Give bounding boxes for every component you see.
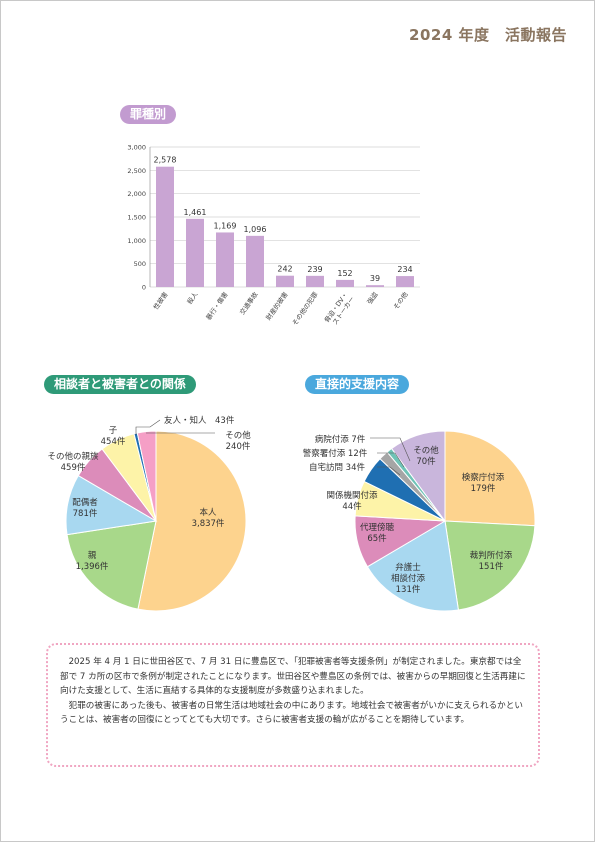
bar bbox=[216, 232, 234, 287]
note-box: 2025 年 4 月 1 日に世田谷区で、7 月 31 日に豊島区で、「犯罪被害… bbox=[46, 643, 540, 767]
x-tick-label: 財産的被害 bbox=[264, 290, 290, 322]
pie-label: 70件 bbox=[416, 456, 436, 467]
pie-label: 自宅訪問 34件 bbox=[309, 462, 366, 473]
bar-value-label: 242 bbox=[277, 265, 292, 274]
x-tick-label: 性被害 bbox=[151, 290, 170, 312]
pie-slice bbox=[137, 430, 247, 612]
pie-label: 検察庁付添 bbox=[462, 472, 505, 483]
bar-value-label: 239 bbox=[307, 265, 322, 274]
leader-line bbox=[135, 419, 161, 435]
x-tick-label: その他の犯罪 bbox=[290, 290, 320, 328]
bar-value-label: 39 bbox=[370, 274, 380, 283]
x-tick-label-group: 脅迫・DV・ストーカー bbox=[322, 290, 356, 326]
x-tick-label-group: 強盗 bbox=[365, 290, 380, 306]
y-tick-label: 2,500 bbox=[127, 167, 146, 175]
bar bbox=[396, 276, 414, 287]
bar bbox=[366, 285, 384, 287]
pie-label: その他 bbox=[225, 430, 251, 441]
pie-slice bbox=[444, 430, 536, 527]
section-title-relationship: 相談者と被害者との関係 bbox=[44, 375, 196, 394]
bar-value-label: 1,096 bbox=[244, 225, 267, 234]
pie-label: 781件 bbox=[73, 508, 98, 519]
bar bbox=[336, 279, 354, 287]
x-tick-label-group: 性被害 bbox=[151, 290, 170, 312]
pie-label: 459件 bbox=[61, 462, 86, 473]
x-tick-label-group: 財産的被害 bbox=[264, 290, 290, 322]
bar-value-label: 234 bbox=[397, 265, 412, 274]
x-tick-label-group: その他の犯罪 bbox=[290, 290, 320, 328]
leader-line bbox=[370, 437, 411, 462]
pie-label: 本人 bbox=[199, 507, 217, 518]
x-tick-label: 暴行・傷害 bbox=[204, 290, 230, 322]
x-tick-label-group: 暴行・傷害 bbox=[204, 290, 230, 322]
pie-label: 240件 bbox=[226, 441, 251, 452]
note-paragraph-1: 2025 年 4 月 1 日に世田谷区で、7 月 31 日に豊島区で、「犯罪被害… bbox=[60, 657, 526, 696]
pie-label: 179件 bbox=[471, 483, 496, 494]
pie-slice bbox=[444, 520, 536, 611]
pie-label: 関係機関付添 bbox=[326, 490, 378, 501]
bar-value-label: 1,169 bbox=[214, 221, 237, 230]
bar bbox=[276, 275, 294, 287]
pie-slice bbox=[66, 520, 157, 610]
x-tick-label: その他 bbox=[391, 290, 410, 312]
pie-label: 131件 bbox=[396, 584, 421, 595]
page-title: 2024 年度 活動報告 bbox=[409, 26, 567, 44]
bar bbox=[156, 166, 174, 287]
y-tick-label: 1,500 bbox=[127, 214, 146, 222]
x-tick-label: 殺人 bbox=[185, 290, 200, 306]
bar-value-label: 2,578 bbox=[154, 156, 177, 165]
note-paragraph-2: 犯罪の被害にあった後も、被害者の日常生活は地域社会の中にあります。地域社会で被害… bbox=[60, 700, 523, 726]
y-tick-label: 0 bbox=[142, 284, 146, 292]
pie-label: 配偶者 bbox=[72, 497, 98, 508]
bar bbox=[306, 275, 324, 287]
leader-line bbox=[377, 466, 401, 476]
x-tick-label: 強盗 bbox=[365, 290, 380, 306]
x-tick-label-group: その他 bbox=[391, 290, 410, 312]
x-tick-label-group: 殺人 bbox=[185, 290, 200, 306]
crime-type-bar-chart: 0 500 1,000 1,500 2,000 2,500 3,000 2,578 性被害 1,4… bbox=[127, 144, 420, 328]
pie-label: 相談付添 bbox=[391, 573, 426, 584]
pie-label: 親 bbox=[88, 550, 97, 561]
pie-label: 警察署付添 12件 bbox=[303, 448, 368, 459]
x-tick-label: 交通事故 bbox=[237, 290, 260, 317]
y-tick-label: 3,000 bbox=[127, 144, 146, 152]
bar bbox=[186, 218, 204, 287]
y-tick-label: 2,000 bbox=[127, 190, 146, 198]
pie-label: 病院付添 7件 bbox=[315, 434, 366, 445]
pie-label: 子 bbox=[109, 426, 118, 436]
pie-label: その他 bbox=[413, 445, 439, 456]
pie-label: 友人・知人 43件 bbox=[164, 415, 235, 426]
bar-value-label: 1,461 bbox=[184, 208, 207, 217]
pie-slice bbox=[136, 430, 157, 522]
pie-label: 151件 bbox=[479, 561, 504, 572]
pie-slice bbox=[390, 430, 446, 523]
pie-label: 代理傍聴 bbox=[360, 522, 395, 533]
pie-label: 弁護士 bbox=[395, 562, 421, 573]
bar-value-label: 152 bbox=[337, 269, 352, 278]
pie-label: 裁判所付添 bbox=[470, 550, 513, 561]
bar bbox=[246, 235, 264, 287]
pie-slice bbox=[366, 520, 459, 612]
x-tick-label-group: 交通事故 bbox=[237, 290, 260, 317]
pie-label: 44件 bbox=[342, 501, 362, 512]
pie-label: 1,396件 bbox=[76, 561, 109, 572]
pie-label: その他の親族 bbox=[47, 451, 99, 462]
section-title-direct-support: 直接的支援内容 bbox=[305, 375, 410, 394]
pie-label: 3,837件 bbox=[192, 518, 225, 529]
y-tick-label: 500 bbox=[134, 260, 146, 268]
pie-label: 454件 bbox=[101, 436, 126, 447]
section-title-crime-type: 罪種別 bbox=[120, 105, 177, 124]
leader-line bbox=[377, 452, 405, 468]
pie-label: 65件 bbox=[367, 533, 387, 544]
y-tick-label: 1,000 bbox=[127, 237, 146, 245]
